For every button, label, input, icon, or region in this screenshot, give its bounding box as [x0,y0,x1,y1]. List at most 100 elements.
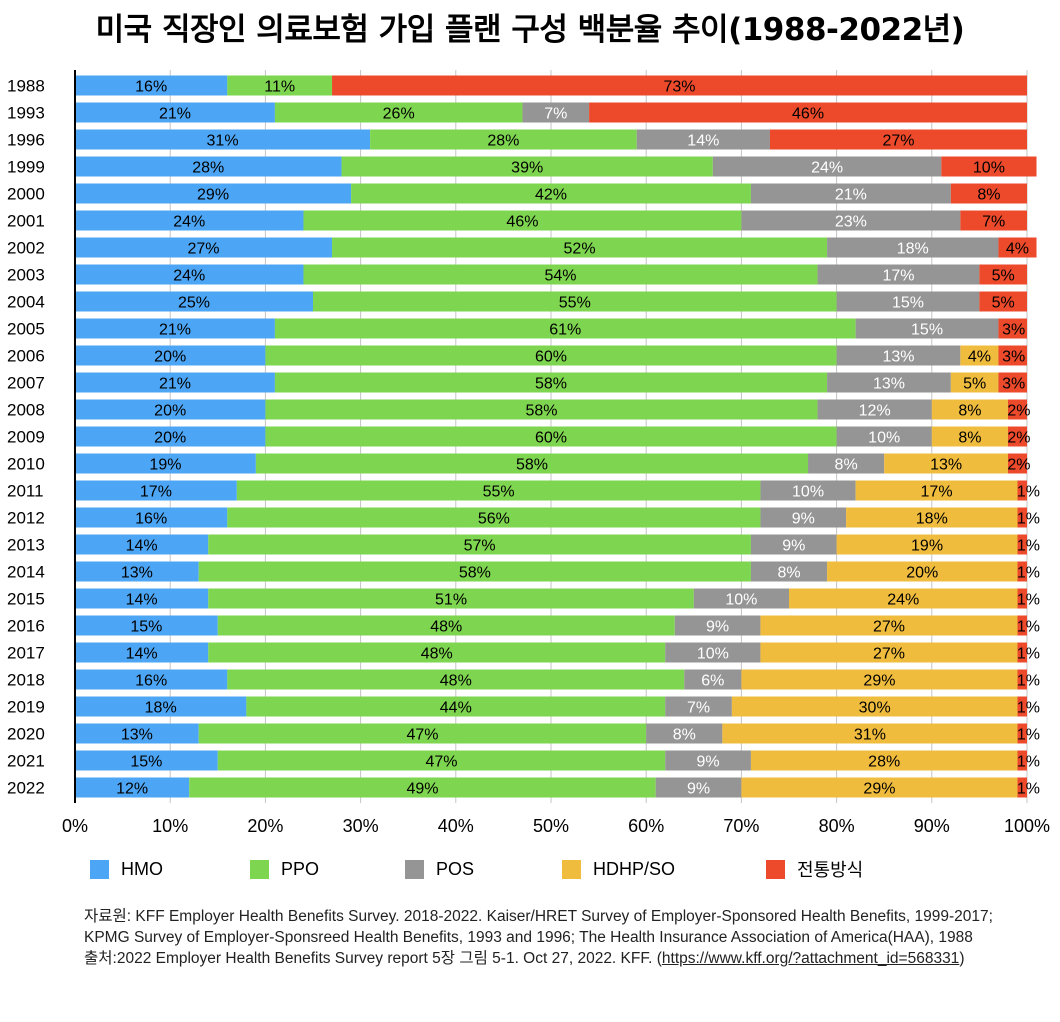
data-label: 28% [868,754,900,771]
bar-segment [246,696,666,717]
data-label: 1% [1017,511,1040,528]
bar-segment [836,426,932,447]
bar-segment [75,507,228,528]
bar-segment [750,183,951,204]
data-label: 5% [992,268,1015,285]
bar-segment [817,399,932,420]
y-tick-label: 2014 [7,563,45,582]
data-label: 1% [1017,700,1040,717]
bar-segment [75,399,266,420]
bar-segment [217,615,675,636]
y-tick-label: 2007 [7,374,45,393]
legend-label-hdhp: HDHP/SO [593,858,676,879]
legend-label-pos: POS [436,858,475,879]
bar-segment [731,696,1018,717]
bar-segment [75,669,228,690]
data-label: 28% [487,133,519,150]
y-tick-label: 2003 [7,266,45,285]
data-label: 13% [882,349,914,366]
x-tick-label: 60% [628,816,664,836]
y-tick-label: 2012 [7,509,45,528]
legend-label-ppo: PPO [281,858,320,879]
bar-segment [303,264,818,285]
citation-prefix: 출처:2022 Employer Health Benefits Survey … [84,950,662,967]
data-label: 2% [1007,457,1030,474]
data-label: 54% [545,268,577,285]
bar-segment [836,534,1018,555]
data-label: 21% [159,322,191,339]
data-label: 14% [126,592,158,609]
legend-item-ppo: PPO [250,856,319,882]
bar-segment [75,237,333,258]
bar-segment [674,615,761,636]
bar-segment [760,615,1018,636]
bar-segment [722,723,1018,744]
x-tick-label: 20% [247,816,283,836]
data-label: 55% [483,484,515,501]
bar-segment [760,642,1018,663]
data-label: 18% [145,700,177,717]
source-link[interactable]: https://www.kff.org/?attachment_id=56833… [661,950,960,967]
bar-segment [75,345,266,366]
y-tick-label: 2000 [7,185,45,204]
bar-segment [684,669,742,690]
bar-segment [998,372,1027,393]
data-label: 24% [887,592,919,609]
citation-line: 출처:2022 Employer Health Benefits Survey … [84,948,1024,969]
data-label: 20% [906,565,938,582]
data-label: 26% [383,106,415,123]
bar-segment [265,426,837,447]
y-tick-label: 2004 [7,293,45,312]
data-label: 28% [192,160,224,177]
y-tick-label: 1993 [7,104,45,123]
bar-segment [741,777,1018,798]
data-label: 58% [516,457,548,474]
bar-segment [75,75,228,96]
y-tick-label: 2008 [7,401,45,420]
bar-segment [665,750,751,771]
bar-segment [836,291,980,312]
data-label: 58% [535,376,567,393]
bar-segment [836,345,961,366]
y-tick-label: 2010 [7,455,45,474]
bar-segment [1017,561,1027,582]
bar-segment [760,480,856,501]
data-label: 21% [835,187,867,204]
data-label: 44% [440,700,472,717]
bar-segment [370,129,637,150]
x-tick-label: 70% [723,816,759,836]
data-label: 14% [126,646,158,663]
bar-segment [75,426,266,447]
data-label: 13% [121,565,153,582]
bar-segment [1017,777,1027,798]
data-label: 21% [159,106,191,123]
data-label: 1% [1017,727,1040,744]
data-label: 9% [706,619,729,636]
data-label: 55% [559,295,591,312]
y-tick-label: 2020 [7,725,45,744]
data-label: 14% [126,538,158,555]
data-label: 27% [873,646,905,663]
data-label: 5% [963,376,986,393]
y-tick-label: 2016 [7,617,45,636]
data-label: 29% [863,781,895,798]
stacked-bar-chart: 1988 16% 11% 73% 1993 21% 26% 7% 46% 1996 31% 28% 14… [7,70,1050,836]
y-tick-label: 2015 [7,590,45,609]
bar-segment [75,750,218,771]
data-label: 39% [511,160,543,177]
data-label: 17% [882,268,914,285]
bar-segment [227,507,761,528]
bar-segment [760,507,847,528]
data-label: 25% [178,295,210,312]
bar-segment [75,291,313,312]
data-label: 19% [911,538,943,555]
data-label: 51% [435,592,467,609]
bar-segment [665,696,732,717]
bar-segment [75,372,275,393]
data-label: 73% [664,79,696,96]
data-label: 18% [897,241,929,258]
bar-segment [1017,480,1027,501]
data-label: 15% [892,295,924,312]
x-tick-label: 0% [62,816,88,836]
data-label: 10% [725,592,757,609]
